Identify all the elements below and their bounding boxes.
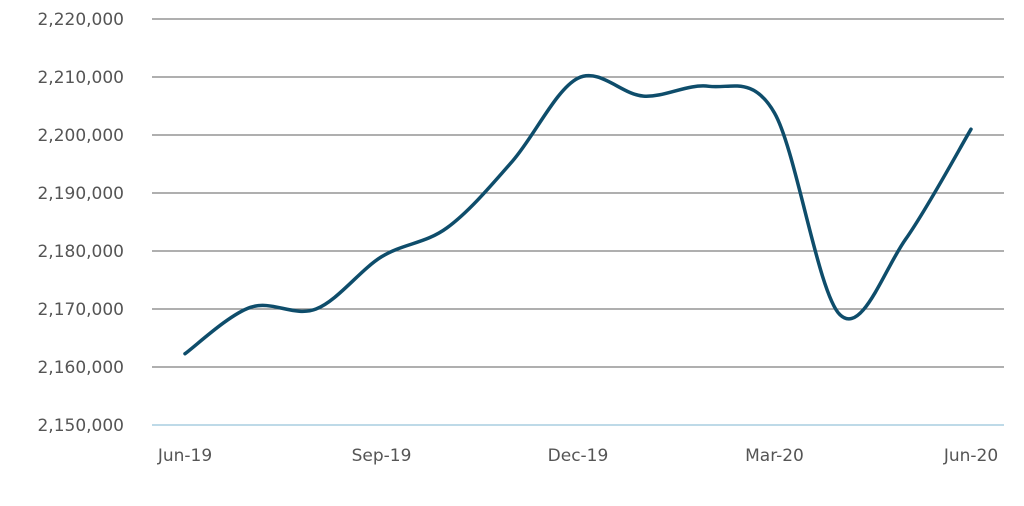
x-tick-label: Jun-19	[157, 446, 212, 466]
y-tick-label: 2,160,000	[37, 358, 124, 378]
x-tick-label: Jun-20	[943, 446, 998, 466]
y-tick-label: 2,180,000	[37, 242, 124, 262]
x-tick-label: Sep-19	[352, 446, 412, 466]
y-tick-label: 2,190,000	[37, 184, 124, 204]
data-point	[706, 83, 712, 89]
y-tick-label: 2,210,000	[37, 68, 124, 88]
data-point	[641, 93, 647, 99]
data-point	[903, 236, 909, 242]
x-tick-label: Dec-19	[548, 446, 609, 466]
series-layer	[182, 74, 974, 357]
data-point	[444, 225, 450, 231]
data-point	[182, 351, 188, 357]
data-point	[248, 304, 254, 310]
x-tick-label: Mar-20	[745, 446, 804, 466]
data-point	[968, 126, 974, 132]
data-point	[510, 158, 516, 164]
data-point	[575, 75, 581, 81]
x-axis-tick-labels: Jun-19 Sep-19 Dec-19 Mar-20 Jun-20	[157, 446, 998, 466]
data-point	[379, 254, 385, 260]
data-point	[837, 312, 843, 318]
y-tick-label: 2,220,000	[37, 10, 124, 30]
y-axis-tick-labels: 2,150,000 2,160,000 2,170,000 2,180,000 2,19…	[37, 10, 124, 436]
y-tick-label: 2,200,000	[37, 126, 124, 146]
series-line	[183, 74, 973, 356]
y-tick-label: 2,170,000	[37, 300, 124, 320]
data-point	[772, 110, 778, 116]
y-tick-label: 2,150,000	[37, 416, 124, 436]
data-point	[313, 306, 319, 312]
